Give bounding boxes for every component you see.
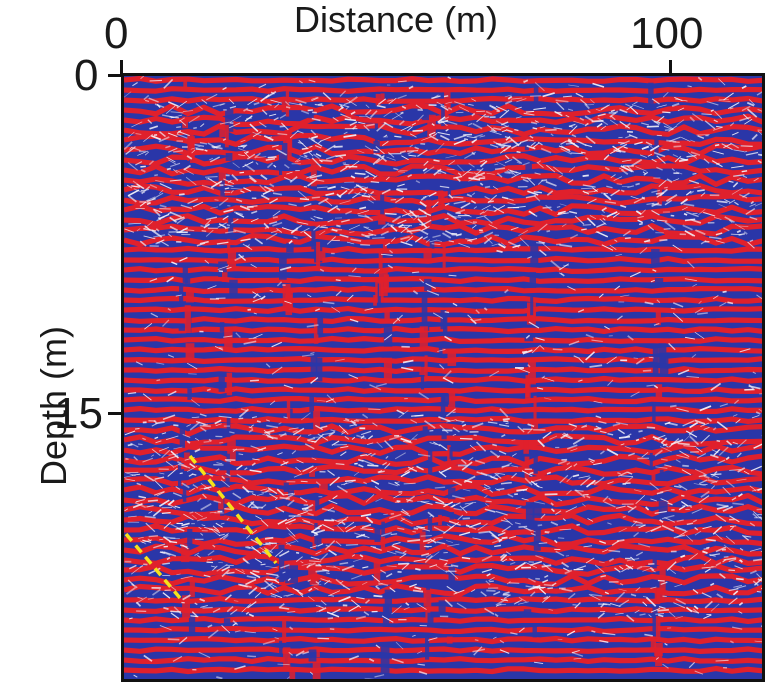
radargram-section: [121, 73, 765, 682]
y-tick-label-15: 15: [54, 389, 103, 438]
radargram-image: [124, 76, 762, 679]
y-tick-mark-15: [108, 412, 122, 415]
y-axis-title: Depth (m): [33, 325, 74, 487]
x-tick-mark-0: [120, 60, 123, 74]
x-axis-title: Distance (m): [294, 0, 499, 40]
x-tick-label-100: 100: [630, 9, 704, 58]
interpreted-fault-line: [188, 454, 278, 565]
x-tick-mark-100: [669, 60, 672, 74]
x-tick-label-0: 0: [104, 9, 129, 58]
y-tick-label-0: 0: [74, 51, 99, 100]
y-tick-mark-0: [108, 74, 122, 77]
